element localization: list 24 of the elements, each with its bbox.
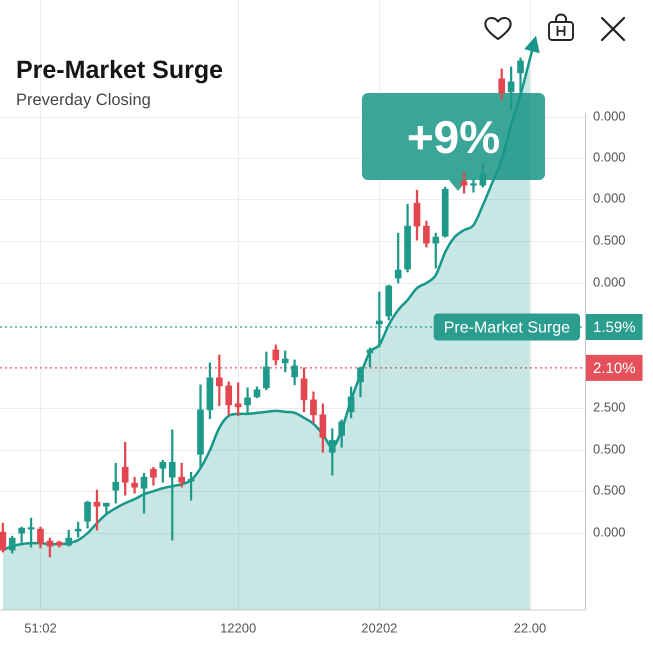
annotation: Pre-Market Surge [444, 319, 570, 336]
x-tick-label: 20202 [361, 620, 398, 636]
text: 2.10% [593, 360, 636, 378]
text: 0.000 [593, 108, 626, 124]
candlestick [168, 429, 176, 540]
text: 0.000 [593, 524, 626, 540]
text: 0.000 [593, 150, 626, 165]
candlestick [432, 232, 440, 268]
text: 0.500 [593, 232, 626, 248]
text: Preverday Closing [16, 91, 151, 110]
x-tick-label: 22.00 [514, 620, 546, 636]
candlestick [394, 232, 402, 284]
x-tick-label: 51:02 [24, 620, 57, 636]
candlestick [74, 522, 82, 538]
annotation: +9% [362, 93, 545, 180]
text: 0.500 [593, 442, 626, 457]
x-tick-label: 12200 [220, 620, 256, 636]
text: 2.500 [593, 400, 626, 415]
text: 1.59% [593, 319, 636, 336]
chart-title: Pre-Market Surge [16, 56, 224, 85]
text: 0.000 [593, 190, 626, 206]
text: 0.000 [593, 274, 626, 290]
candlestick [234, 382, 242, 416]
text: 0.500 [593, 482, 626, 498]
